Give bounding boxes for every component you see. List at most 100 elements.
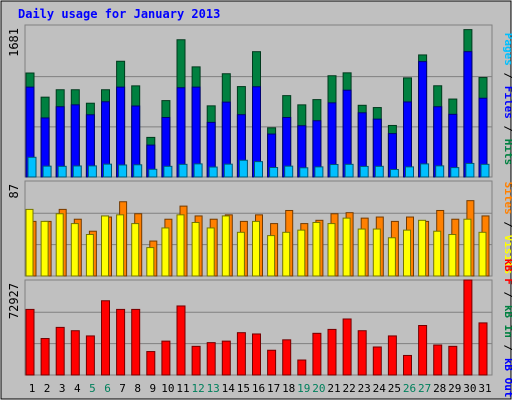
top-bar-pages-day-16: [254, 161, 263, 178]
x-tick-label-day-7: 7: [119, 382, 126, 395]
middle-bar-visits-day-4: [70, 223, 79, 277]
x-tick-label-day-1: 1: [29, 382, 36, 395]
bottom-bar-kbytes-day-20: [312, 332, 322, 376]
top-bar-files-day-26: [403, 101, 412, 178]
bottom-bar-kbytes-day-30: [463, 279, 473, 376]
top-bar-pages-day-1: [27, 156, 37, 178]
top-bar-pages-day-17: [269, 167, 279, 178]
bottom-bar-kbytes-day-7: [116, 308, 126, 376]
bottom-bar-kbytes-day-28: [433, 344, 443, 376]
bottom-bar-kbytes-day-16: [252, 333, 261, 376]
middle-bar-visits-day-7: [116, 214, 125, 277]
x-axis-day-labels: 1 2 3 4 5 6 7 8 9 10 11 12 13 14 15 16 17 18 19 20 21 22 23 24 2…: [29, 382, 492, 395]
top-bar-pages-day-5: [87, 165, 97, 178]
x-tick-label-day-15: 15: [237, 382, 250, 395]
middle-bar-visits-day-23: [357, 228, 366, 277]
bottom-panel-bars: [25, 279, 488, 376]
x-tick-label-day-31: 31: [478, 382, 491, 395]
x-tick-label-day-5: 5: [89, 382, 96, 395]
top-panel-legend: Pages / Files / Hits: [502, 33, 512, 166]
top-bar-pages-day-10: [163, 165, 173, 178]
top-bar-pages-day-3: [57, 165, 67, 178]
top-bar-pages-day-11: [178, 163, 188, 178]
top-bar-pages-day-19: [299, 167, 309, 178]
middle-bar-visits-day-17: [267, 235, 276, 277]
top-bar-files-day-30: [463, 51, 473, 178]
top-bar-pages-day-23: [359, 165, 369, 178]
middle-bar-visits-day-10: [161, 227, 170, 277]
middle-bar-visits-day-6: [101, 215, 109, 277]
bottom-bar-kbytes-day-23: [357, 330, 367, 376]
x-tick-label-day-14: 14: [222, 382, 236, 395]
middle-bar-visits-day-21: [327, 223, 336, 277]
x-tick-label-day-29: 29: [448, 382, 461, 395]
middle-bar-visits-day-30: [463, 218, 472, 277]
x-tick-label-day-17: 17: [267, 382, 280, 395]
middle-panel-ymax-label: 87: [7, 184, 21, 198]
x-tick-label-day-8: 8: [134, 382, 141, 395]
top-bar-pages-day-9: [148, 168, 158, 178]
bottom-bar-kbytes-day-15: [236, 332, 246, 376]
x-tick-label-day-30: 30: [463, 382, 476, 395]
bottom-bar-kbytes-day-8: [131, 308, 141, 376]
top-bar-files-day-11: [176, 87, 186, 178]
middle-bar-visits-day-28: [433, 230, 442, 277]
middle-panel-legend: Sites / Visits: [502, 182, 512, 275]
middle-bar-visits-day-2: [40, 220, 49, 277]
x-tick-label-day-3: 3: [59, 382, 66, 395]
middle-bar-visits-day-29: [448, 234, 457, 277]
bottom-bar-kbytes-day-26: [403, 354, 412, 376]
x-tick-label-day-12: 12: [191, 382, 204, 395]
chart-title: Daily usage for January 2013: [18, 7, 220, 21]
middle-bar-visits-day-24: [372, 228, 381, 277]
middle-bar-visits-day-8: [131, 223, 140, 277]
top-bar-files-day-7: [116, 86, 126, 178]
x-tick-label-day-9: 9: [149, 382, 156, 395]
x-tick-label-day-28: 28: [433, 382, 446, 395]
middle-bar-visits-day-9: [146, 247, 155, 277]
bottom-bar-kbytes-day-1: [25, 308, 35, 376]
legend-kb-out: kB Out: [502, 358, 512, 398]
x-tick-label-day-19: 19: [297, 382, 310, 395]
top-bar-pages-day-8: [133, 164, 143, 178]
x-tick-label-day-18: 18: [282, 382, 295, 395]
bottom-bar-kbytes-day-4: [70, 330, 80, 376]
x-tick-label-day-27: 27: [418, 382, 431, 395]
top-bar-pages-day-7: [118, 164, 128, 178]
middle-bar-visits-day-14: [221, 215, 230, 277]
top-bar-pages-day-31: [480, 163, 490, 178]
bottom-bar-kbytes-day-10: [161, 340, 171, 376]
legend-visits: Visits: [502, 235, 512, 275]
top-bar-pages-day-26: [405, 166, 414, 178]
top-bar-pages-day-25: [389, 168, 399, 178]
legend-sites: Sites: [502, 182, 512, 215]
bottom-bar-kbytes-day-12: [191, 345, 201, 376]
top-bar-pages-day-18: [284, 165, 294, 178]
legend-hits: Hits: [502, 139, 512, 166]
bottom-panel-ymax-label: 72927: [7, 283, 21, 319]
bottom-bar-kbytes-day-29: [448, 345, 458, 376]
top-bar-pages-day-29: [450, 167, 460, 178]
middle-bar-visits-day-12: [191, 221, 200, 277]
top-bar-pages-day-27: [420, 163, 430, 178]
x-tick-label-day-22: 22: [342, 382, 355, 395]
bottom-bar-kbytes-day-9: [146, 351, 156, 376]
x-tick-label-day-25: 25: [388, 382, 401, 395]
bottom-bar-kbytes-day-18: [282, 339, 292, 376]
middle-bar-visits-day-20: [312, 221, 321, 277]
legend-pages: Pages: [502, 33, 512, 66]
middle-bar-visits-day-25: [387, 237, 396, 277]
bottom-bar-kbytes-day-3: [55, 326, 65, 376]
top-bar-pages-day-22: [344, 163, 354, 178]
middle-bar-visits-day-27: [418, 219, 427, 277]
x-tick-label-day-20: 20: [312, 382, 325, 395]
top-bar-pages-day-13: [208, 166, 218, 178]
middle-bar-visits-day-31: [478, 231, 487, 277]
x-tick-label-day-2: 2: [44, 382, 51, 395]
bottom-panel-legend: kB F / kB In / kB Out: [502, 258, 512, 397]
bottom-bar-kbytes-day-6: [101, 300, 110, 376]
x-tick-label-day-6: 6: [104, 382, 111, 395]
middle-bar-visits-day-11: [176, 214, 185, 277]
top-bar-pages-day-4: [72, 165, 82, 178]
